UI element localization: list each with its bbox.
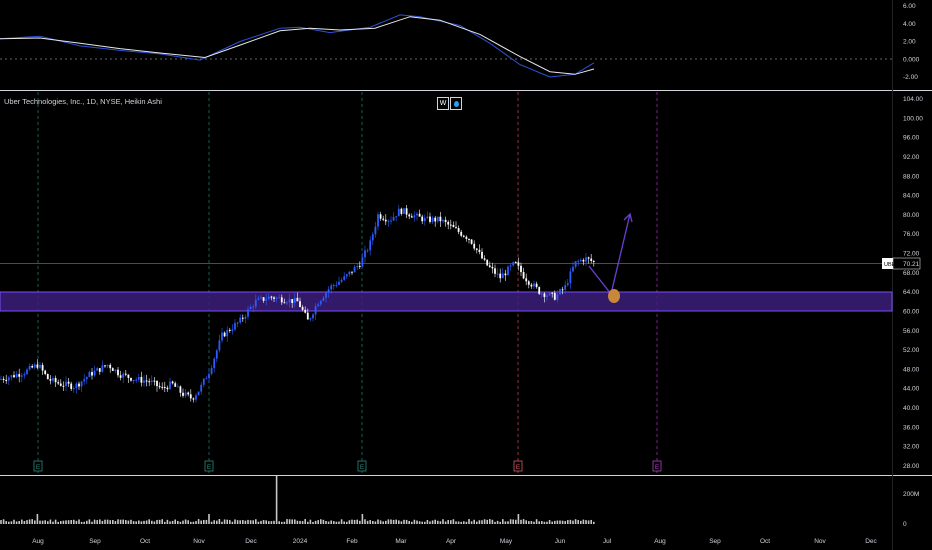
earnings-marker[interactable] — [33, 460, 43, 472]
price-tick-label: 80.00 — [903, 212, 920, 219]
time-tick-label: Oct — [760, 538, 770, 545]
price-tag: UBER 70.21 — [882, 257, 921, 270]
time-tick-label: May — [500, 538, 513, 545]
support-zone[interactable] — [0, 291, 893, 312]
time-tick-label: Dec — [245, 538, 257, 545]
time-tick-label: Aug — [32, 538, 44, 545]
price-tick-label: 64.00 — [903, 289, 920, 296]
price-tick-label: 100.00 — [903, 115, 923, 122]
osc-tick-label: 6.00 — [903, 3, 916, 10]
price-tick-label: 52.00 — [903, 347, 920, 354]
volume-axis: 200M 0 — [903, 491, 919, 528]
earnings-marker[interactable] — [357, 460, 367, 472]
chart-title: Uber Technologies, Inc., 1D, NYSE, Heiki… — [4, 97, 162, 106]
price-tick-label: 72.00 — [903, 251, 920, 258]
price-tick-label: 84.00 — [903, 193, 920, 200]
price-tick-label: 60.00 — [903, 308, 920, 315]
time-tick-label: Sep — [89, 538, 101, 545]
time-tick-label: Oct — [140, 538, 150, 545]
earnings-marker-label: E — [655, 464, 660, 471]
price-tick-label: 36.00 — [903, 424, 920, 431]
earnings-marker-label: E — [516, 464, 521, 471]
volume-tick-label: 0 — [903, 521, 907, 528]
price-tick-label: 40.00 — [903, 405, 920, 412]
time-tick-label: Mar — [395, 538, 407, 545]
earnings-marker[interactable] — [513, 460, 523, 472]
time-tick-label: Apr — [446, 538, 457, 545]
osc-tick-label: 4.00 — [903, 21, 916, 28]
osc-tick-label: 0.000 — [903, 56, 920, 63]
price-tick-label: 28.00 — [903, 463, 920, 470]
time-tick-label: Aug — [654, 538, 666, 545]
price-tag-symbol: UBER — [884, 262, 899, 268]
price-tick-label: 92.00 — [903, 154, 920, 161]
osc-tick-label: 2.00 — [903, 39, 916, 46]
price-tick-label: 44.00 — [903, 386, 920, 393]
price-tick-label: 56.00 — [903, 328, 920, 335]
target-marker[interactable] — [608, 289, 620, 303]
time-tick-label: Nov — [814, 538, 826, 545]
price-tick-label: 68.00 — [903, 270, 920, 277]
earnings-marker[interactable] — [204, 460, 214, 472]
time-tick-label: Feb — [346, 538, 358, 545]
time-axis: Aug Sep Oct Nov Dec 2024 Feb Mar Apr May Jun Jul Aug… — [32, 538, 877, 545]
volume-tick-label: 200M — [903, 491, 919, 498]
oscillator-axis: 6.00 4.00 2.00 0.000 -2.00 — [903, 3, 920, 81]
projection-arrow[interactable] — [588, 212, 633, 296]
time-tick-label: Jul — [603, 538, 612, 545]
price-tick-label: 104.00 — [903, 96, 923, 103]
droplet-icon — [453, 101, 459, 107]
price-tick-label: 88.00 — [903, 173, 920, 180]
candlestick-series — [0, 204, 595, 403]
time-tick-label: Nov — [193, 538, 205, 545]
time-tick-label: 2024 — [293, 538, 308, 545]
earnings-marker-label: E — [360, 464, 365, 471]
oscillator-lines — [0, 14, 595, 78]
price-axis: 104.00 100.00 96.00 92.00 88.00 84.00 80.00 76.… — [903, 96, 923, 470]
price-tick-label: 48.00 — [903, 366, 920, 373]
price-tag-value: 70.21 — [903, 261, 920, 268]
time-tick-label: Dec — [865, 538, 877, 545]
time-tick-label: Jun — [555, 538, 566, 545]
droplet-button[interactable] — [450, 97, 462, 110]
earnings-marker-label: E — [36, 464, 41, 471]
osc-tick-label: -2.00 — [903, 74, 918, 81]
volume-bars — [0, 476, 595, 524]
earnings-vertical-lines — [37, 92, 658, 474]
price-tick-label: 32.00 — [903, 444, 920, 451]
time-tick-label: Sep — [709, 538, 721, 545]
earnings-marker[interactable] — [652, 460, 662, 472]
price-tick-label: 96.00 — [903, 135, 920, 142]
w-button[interactable]: W — [437, 97, 449, 110]
price-tick-label: 76.00 — [903, 231, 920, 238]
earnings-marker-label: E — [207, 464, 212, 471]
